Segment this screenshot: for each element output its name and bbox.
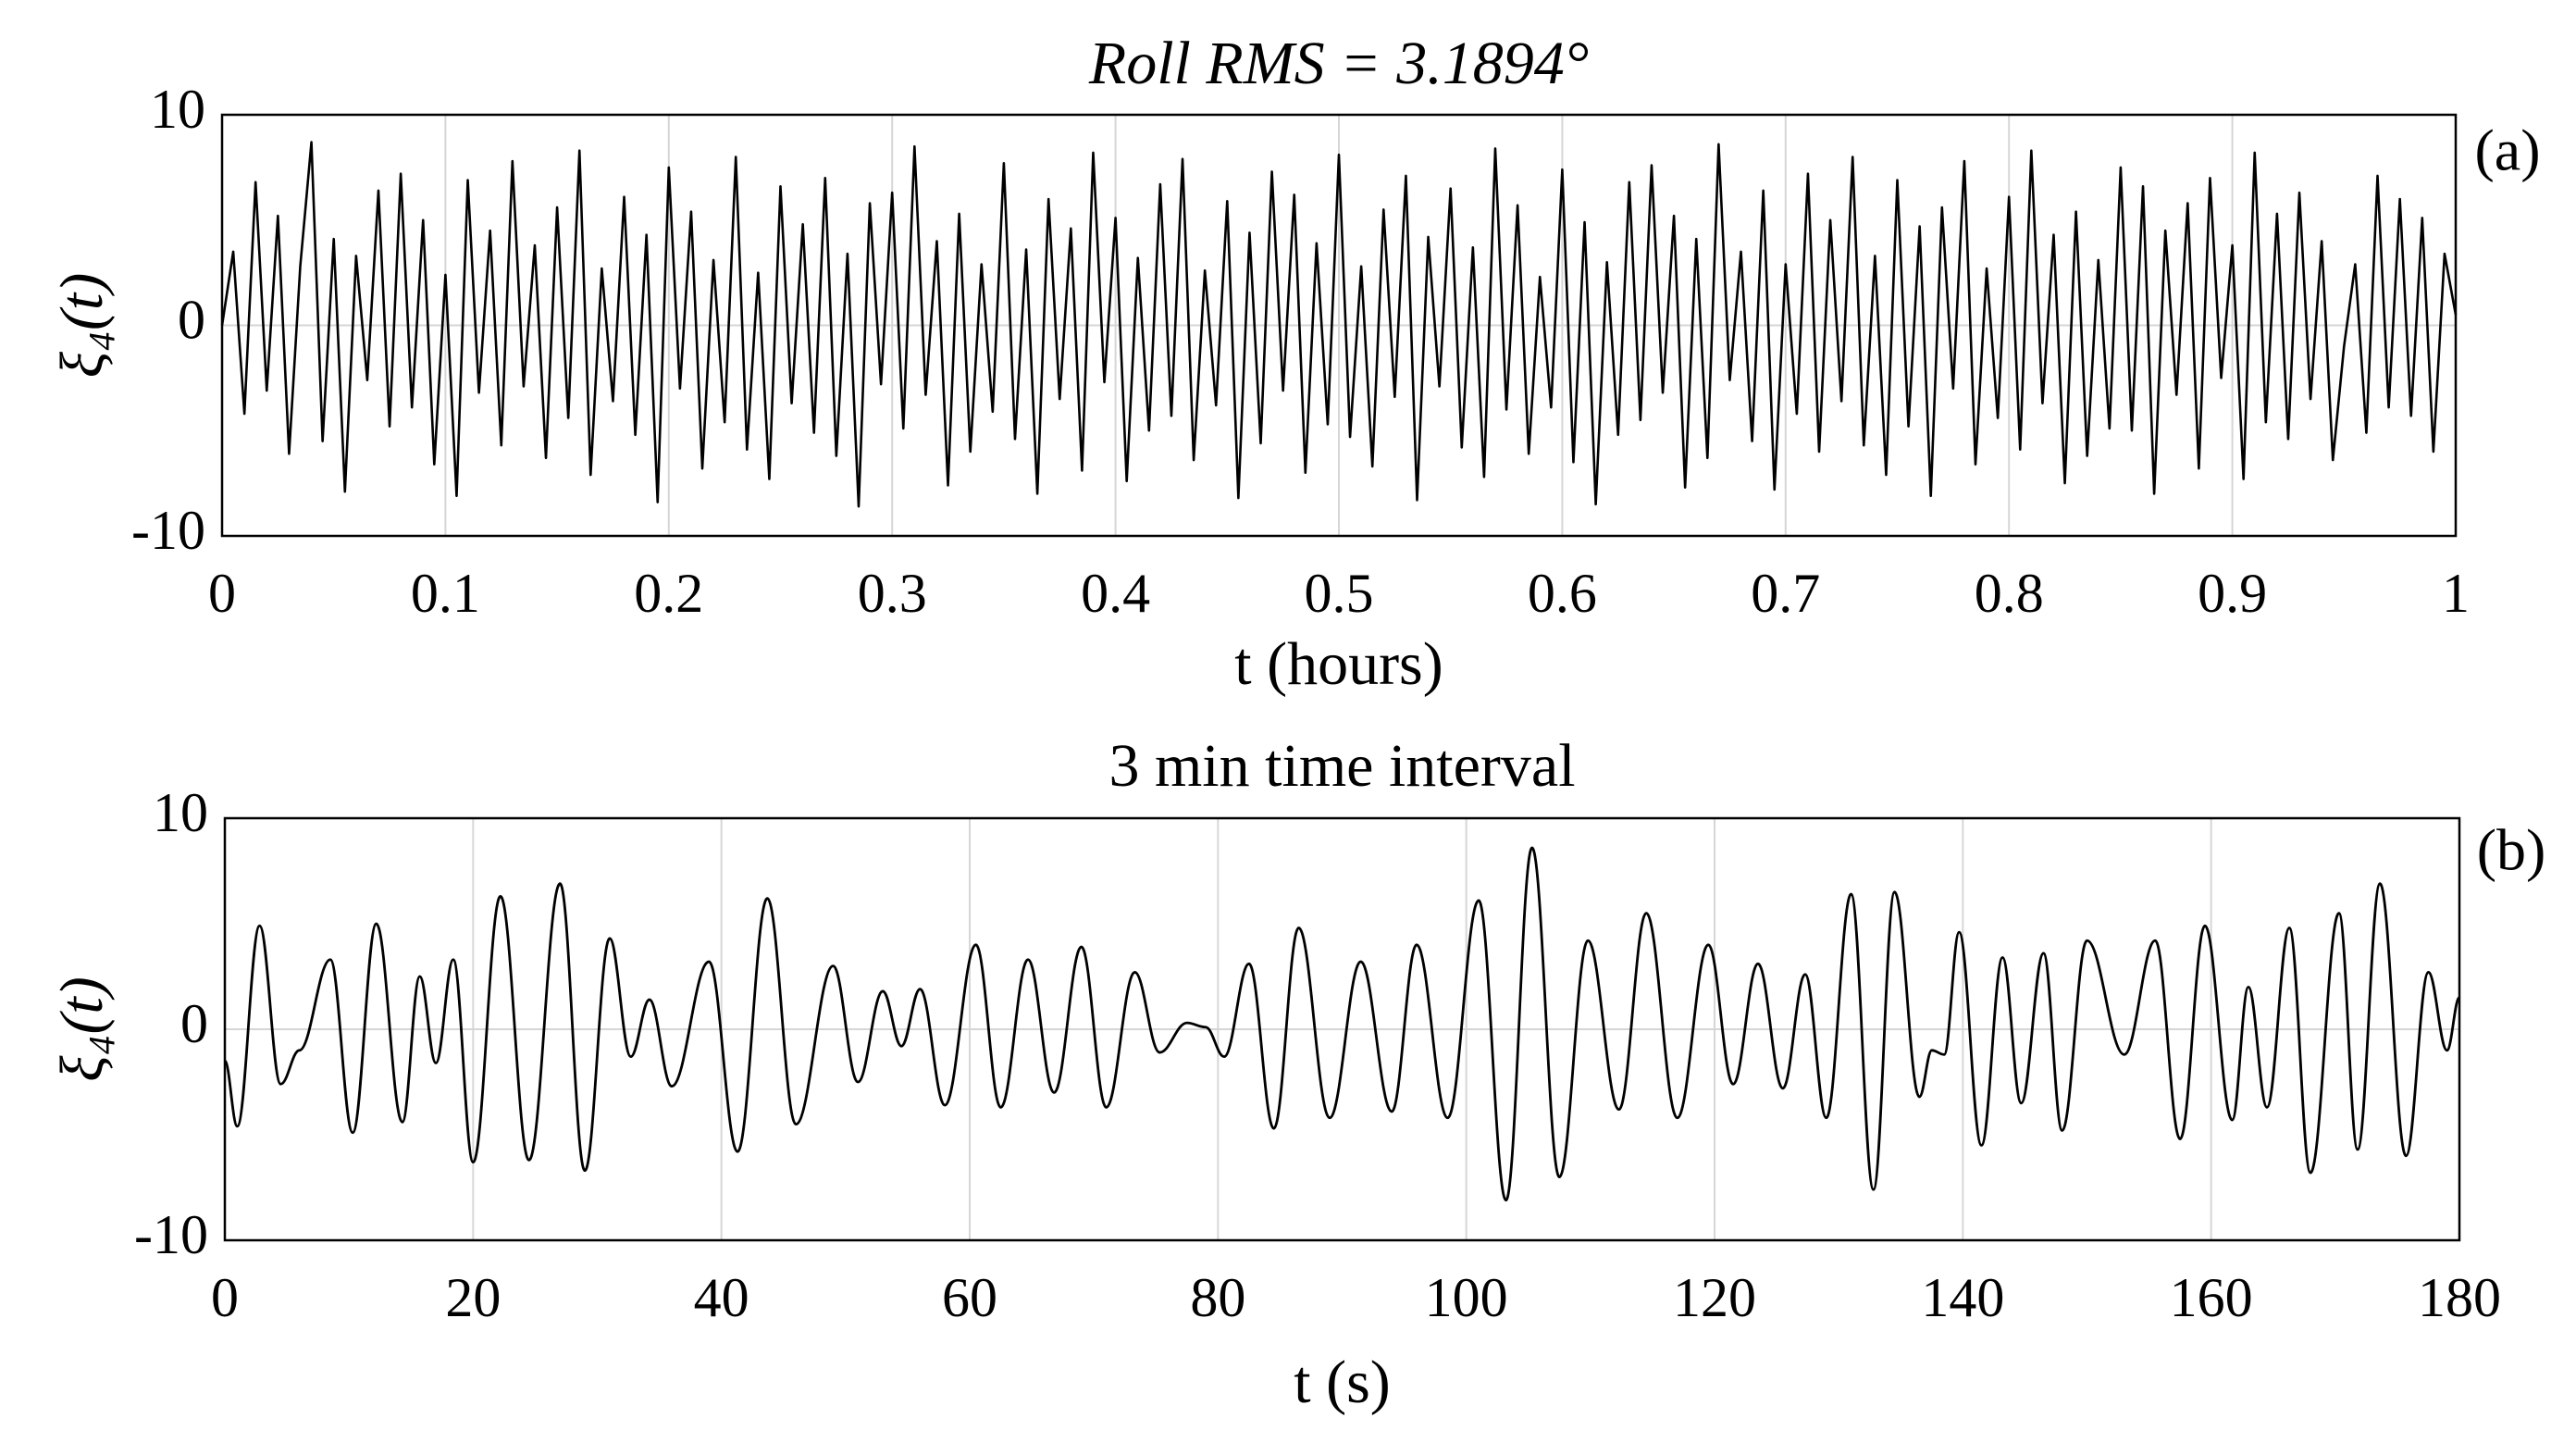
x-tick-label: 60 — [942, 1267, 997, 1328]
plot-frame — [223, 816, 2461, 1242]
x-tick-label: 0.6 — [1528, 563, 1597, 624]
x-tick-label: 1 — [2442, 563, 2470, 624]
x-tick-label: 0 — [208, 563, 236, 624]
panel-label: (a) — [2474, 118, 2540, 183]
x-tick-label: 0.4 — [1081, 563, 1150, 624]
y-axis-label: ξ₄(t) — [48, 273, 116, 379]
x-tick-label: 0.8 — [1975, 563, 2044, 624]
y-tick-label: 0 — [180, 993, 208, 1054]
x-tick-label: 0 — [211, 1267, 239, 1328]
chart-title: Roll RMS = 3.1894° — [1088, 30, 1589, 97]
x-tick-label: 140 — [1921, 1267, 2004, 1328]
plot-frame — [220, 113, 2458, 538]
x-tick-label: 80 — [1190, 1267, 1245, 1328]
x-tick-label: 40 — [694, 1267, 749, 1328]
x-tick-label: 0.3 — [858, 563, 927, 624]
x-axis-label: t (s) — [1294, 1349, 1390, 1416]
y-tick-label: -10 — [134, 1204, 208, 1265]
y-tick-label: 10 — [150, 79, 205, 140]
x-tick-label: 160 — [2170, 1267, 2253, 1328]
data-line — [220, 141, 2458, 508]
chart-title: 3 min time interval — [1108, 732, 1575, 800]
y-tick-label: 0 — [178, 289, 205, 350]
x-tick-label: 0.2 — [634, 563, 703, 624]
x-tick-label: 100 — [1425, 1267, 1508, 1328]
x-axis-label: t (hours) — [1234, 630, 1443, 698]
x-tick-label: 0.9 — [2198, 563, 2267, 624]
x-tick-label: 120 — [1673, 1267, 1756, 1328]
y-tick-label: -10 — [131, 500, 205, 561]
x-tick-label: 20 — [445, 1267, 501, 1328]
x-tick-label: 0.1 — [411, 563, 480, 624]
x-tick-label: 0.7 — [1751, 563, 1820, 624]
data-line — [223, 846, 2461, 1202]
y-axis-label: ξ₄(t) — [48, 976, 116, 1082]
y-tick-label: 10 — [153, 782, 208, 843]
panel-label: (b) — [2477, 817, 2546, 883]
x-tick-label: 180 — [2418, 1267, 2501, 1328]
x-tick-label: 0.5 — [1305, 563, 1374, 624]
